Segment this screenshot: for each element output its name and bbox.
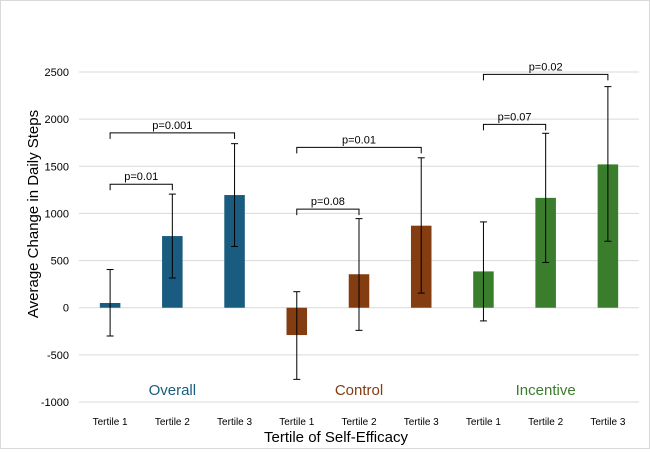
p-value-label: p=0.07	[498, 111, 532, 123]
x-axis-label: Tertile of Self-Efficacy	[264, 429, 408, 446]
p-value-label: p=0.01	[342, 134, 376, 146]
x-tick-label: Tertile 1	[466, 417, 501, 428]
y-tick-label: 1500	[45, 161, 69, 173]
p-value-label: p=0.02	[529, 61, 563, 73]
significance-bracket	[296, 208, 360, 216]
x-tick-label: Tertile 3	[404, 417, 439, 428]
bar	[224, 195, 245, 308]
y-tick-label: 500	[51, 256, 69, 268]
x-tick-label: Tertile 1	[93, 417, 128, 428]
y-tick-label: -500	[47, 350, 69, 362]
x-tick-label: Tertile 2	[341, 417, 376, 428]
y-axis-ticks: -1000 -500 0 500 1000 1500 2000 2500	[41, 67, 69, 409]
p-value-label: p=0.01	[124, 171, 158, 183]
p-value-label: p=0.08	[311, 196, 345, 208]
x-tick-label: Tertile 3	[590, 417, 625, 428]
p-value-label: p=0.001	[152, 120, 192, 132]
group-labels: Overall Control Incentive	[149, 382, 576, 399]
x-tick-label: Tertile 2	[528, 417, 563, 428]
significance-bracket	[482, 123, 547, 131]
significance-bracket	[109, 132, 236, 139]
y-tick-label: -1000	[41, 397, 69, 409]
y-axis-label: Average Change in Daily Steps	[25, 110, 42, 318]
significance-bracket	[109, 183, 173, 191]
x-tick-label: Tertile 1	[279, 417, 314, 428]
error-bars	[106, 86, 612, 380]
y-tick-label: 1000	[45, 208, 69, 220]
x-tick-label: Tertile 3	[217, 417, 252, 428]
significance-brackets: p=0.01 p=0.001 p=0.08 p=0.01 p=0.07 p=0.02	[109, 61, 609, 216]
x-tick-label: Tertile 2	[155, 417, 190, 428]
group-label: Control	[335, 382, 383, 399]
significance-bracket	[296, 146, 422, 154]
y-tick-label: 0	[63, 303, 69, 315]
x-axis-ticks: Tertile 1 Tertile 2 Tertile 3 Tertile 1 Tert…	[93, 417, 626, 428]
significance-bracket	[482, 73, 609, 81]
y-tick-label: 2500	[45, 67, 69, 79]
y-tick-label: 2000	[45, 114, 69, 126]
group-label: Overall	[149, 382, 197, 399]
group-label: Incentive	[516, 382, 576, 399]
